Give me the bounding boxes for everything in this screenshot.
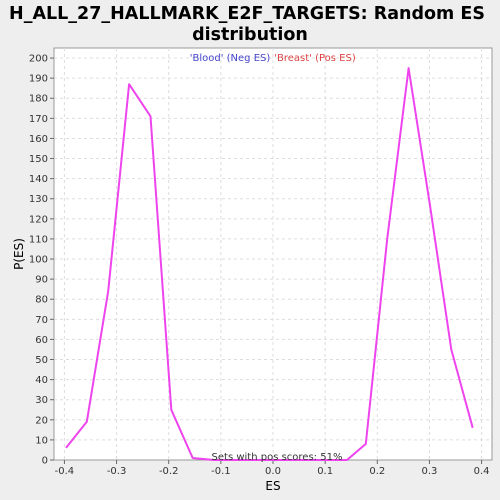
y-tick-label: 200 [29, 54, 48, 65]
y-tick-label: 10 [35, 435, 48, 446]
y-tick-label: 30 [35, 395, 48, 406]
y-tick-label: 160 [29, 134, 48, 145]
y-tick-label: 110 [29, 234, 48, 245]
y-tick-label: 120 [29, 214, 48, 225]
chart-title-line-2: distribution [192, 25, 308, 45]
series-layer [65, 67, 474, 461]
x-tick-label: 0.2 [369, 466, 385, 477]
y-tick-label: 190 [29, 74, 48, 85]
x-axis: -0.4 -0.3 -0.2 -0.1 0.0 0.1 0.2 0.3 0.4 [55, 460, 490, 477]
y-axis: 0 10 20 30 40 50 60 70 80 90 100 110 120 130 140 150 160… [29, 54, 54, 467]
y-tick-label: 60 [35, 335, 48, 346]
y-tick-label: 180 [29, 94, 48, 105]
y-tick-label: 170 [29, 114, 48, 125]
legend-entry-breast: 'Breast' (Pos ES) [274, 53, 356, 64]
y-tick-label: 90 [35, 275, 48, 286]
y-axis-label: P(ES) [12, 238, 26, 270]
x-tick-label: 0.0 [265, 466, 281, 477]
x-tick-label: -0.2 [159, 466, 179, 477]
series-line [65, 67, 474, 461]
x-tick-label: 0.4 [474, 466, 490, 477]
y-tick-label: 50 [35, 355, 48, 366]
x-tick-label: -0.1 [211, 466, 231, 477]
y-tick-label: 70 [35, 315, 48, 326]
x-tick-label: -0.4 [55, 466, 75, 477]
chart-title-line-1: H_ALL_27_HALLMARK_E2F_TARGETS: Random ES [9, 4, 485, 24]
y-tick-label: 0 [42, 456, 48, 467]
y-tick-label: 20 [35, 415, 48, 426]
legend-entry-blood: 'Blood' (Neg ES) [190, 53, 271, 64]
x-tick-label: 0.1 [317, 466, 333, 477]
x-axis-label: ES [265, 479, 280, 493]
y-tick-label: 100 [29, 255, 48, 266]
x-tick-label: 0.3 [421, 466, 437, 477]
pos-scores-annotation: Sets with pos scores: 51% [212, 452, 343, 463]
y-tick-label: 40 [35, 375, 48, 386]
y-tick-label: 80 [35, 295, 48, 306]
grid [54, 48, 492, 460]
x-tick-label: -0.3 [107, 466, 127, 477]
y-tick-label: 140 [29, 174, 48, 185]
y-tick-label: 130 [29, 194, 48, 205]
y-tick-label: 150 [29, 154, 48, 165]
